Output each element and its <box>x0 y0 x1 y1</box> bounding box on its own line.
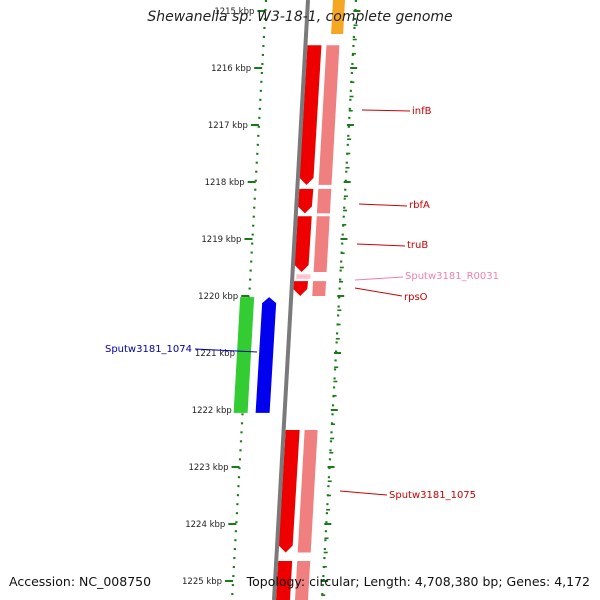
tick-label: 1220 kbp <box>198 292 238 302</box>
leader-line-Sputw3181_1074 <box>194 348 258 353</box>
feature-orange-top <box>331 0 345 34</box>
cds-plus-cds <box>275 561 293 600</box>
gene-label-truB: truB <box>407 240 428 251</box>
leader-line-rpsO <box>354 287 403 297</box>
gene-label-Sputw3181_1075: Sputw3181_1075 <box>389 490 476 501</box>
gene-label-Sputw3181_R0031: Sputw3181_R0031 <box>405 271 499 282</box>
leader-line-Sputw3181_1075 <box>339 490 388 496</box>
leader-line-rbfA <box>358 203 408 207</box>
cds-plus-rpsO <box>293 281 309 296</box>
cds-plus-Sputw3181_1075 <box>278 429 300 553</box>
map-title: Shewanella sp. W3-18-1, complete genome <box>147 9 453 25</box>
topology-text: Topology: circular; Length: 4,708,380 bp… <box>246 574 590 589</box>
tick-label: 1223 kbp <box>188 463 228 473</box>
cds-minus-green-Sputw3181_1074 <box>233 297 255 413</box>
gene-label-Sputw3181_1074: Sputw3181_1074 <box>105 344 192 355</box>
tick-label: 1215 kbp <box>214 7 254 17</box>
gene-label-infB: infB <box>412 106 432 117</box>
scale-dotted-lines <box>230 0 358 600</box>
tick-label: 1221 kbp <box>195 349 235 359</box>
dotted-scale-inner <box>230 0 268 600</box>
tick-label: 1225 kbp <box>182 577 222 587</box>
rna-feature-Sputw3181_R0031 <box>296 274 311 279</box>
cds-minus-blue-Sputw3181_1074 <box>255 297 277 413</box>
dotted-scale-outer <box>320 0 358 600</box>
cds-plus-shadow-cds <box>294 561 311 600</box>
genome-backbone <box>272 0 310 600</box>
feature-labels: infB rbfA truB Sputw3181_R0031 rpsO Sputw3181… <box>105 106 499 501</box>
tick-label: 1218 kbp <box>205 178 245 188</box>
accession-text: Accession: NC_008750 <box>9 574 152 589</box>
gene-label-rbfA: rbfA <box>409 200 430 211</box>
feature-track <box>233 0 345 600</box>
leader-line-truB <box>356 243 406 247</box>
cds-plus-shadow-rpsO <box>312 281 327 296</box>
leader-line-Sputw3181_R0031 <box>354 276 404 281</box>
cds-plus-shadow-Sputw3181_1075 <box>297 429 318 553</box>
gene-label-rpsO: rpsO <box>404 292 428 303</box>
cds-plus-truB <box>294 216 312 273</box>
scale-ticks: 1215 kbp 1216 kbp 1217 kbp 1218 kbp 1219 kbp… <box>182 7 361 597</box>
tick-label: 1222 kbp <box>192 406 232 416</box>
leader-line-infB <box>361 109 411 112</box>
cds-plus-shadow-rbfA <box>316 188 332 214</box>
tick-label: 1217 kbp <box>208 121 248 131</box>
tick-label: 1216 kbp <box>211 64 251 74</box>
cds-plus-shadow-infB <box>318 45 340 185</box>
cds-plus-rbfA <box>297 188 314 214</box>
cds-plus-infB <box>299 45 322 185</box>
tick-label: 1224 kbp <box>185 520 225 530</box>
cds-plus-shadow-truB <box>313 216 330 273</box>
tick-label: 1219 kbp <box>201 235 241 245</box>
